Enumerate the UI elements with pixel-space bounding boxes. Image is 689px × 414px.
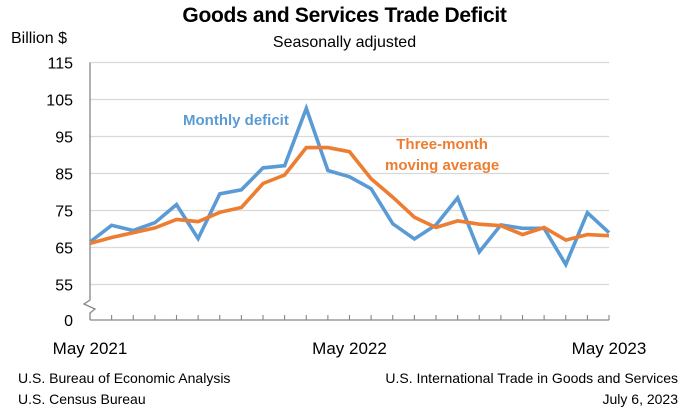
- y-tick-label: 0: [64, 313, 73, 330]
- report-name: U.S. International Trade in Goods and Se…: [385, 370, 678, 386]
- series-lines: [88, 103, 611, 269]
- x-tick-label: May 2023: [572, 339, 647, 358]
- chart-title: Goods and Services Trade Deficit: [182, 4, 507, 27]
- gridlines: [90, 61, 609, 286]
- y-tick-label: 75: [55, 204, 73, 221]
- source-census: U.S. Census Bureau: [18, 391, 146, 407]
- y-tick-label: 55: [55, 278, 73, 295]
- y-tick-label: 65: [55, 241, 73, 258]
- y-tick-label: 115: [47, 56, 73, 73]
- release-date: July 6, 2023: [602, 391, 679, 407]
- moving-average-line: [89, 145, 610, 246]
- source-bea: U.S. Bureau of Economic Analysis: [18, 370, 231, 386]
- y-axis-label: Billion $: [11, 30, 68, 47]
- y-tick-label: 95: [55, 130, 73, 147]
- moving-average-label-line-1: Three-month: [396, 136, 488, 153]
- x-tick-label: May 2021: [53, 339, 128, 358]
- x-tick-label: May 2022: [312, 339, 387, 358]
- moving-average-label-line-2: moving average: [385, 157, 500, 174]
- chart-subtitle: Seasonally adjusted: [272, 34, 417, 51]
- y-axis: [82, 62, 97, 320]
- y-tick-label: 105: [46, 93, 73, 110]
- axes: [82, 62, 610, 321]
- y-tick-labels: 0 55 65 75 85 95 105 115: [46, 56, 73, 331]
- x-tick-labels: May 2021 May 2022 May 2023: [53, 339, 647, 358]
- y-tick-label: 85: [55, 167, 73, 184]
- monthly-deficit-label: Monthly deficit: [183, 112, 289, 129]
- moving-average-label: Three-month moving average: [385, 134, 499, 176]
- monthly-deficit-line: [88, 103, 611, 269]
